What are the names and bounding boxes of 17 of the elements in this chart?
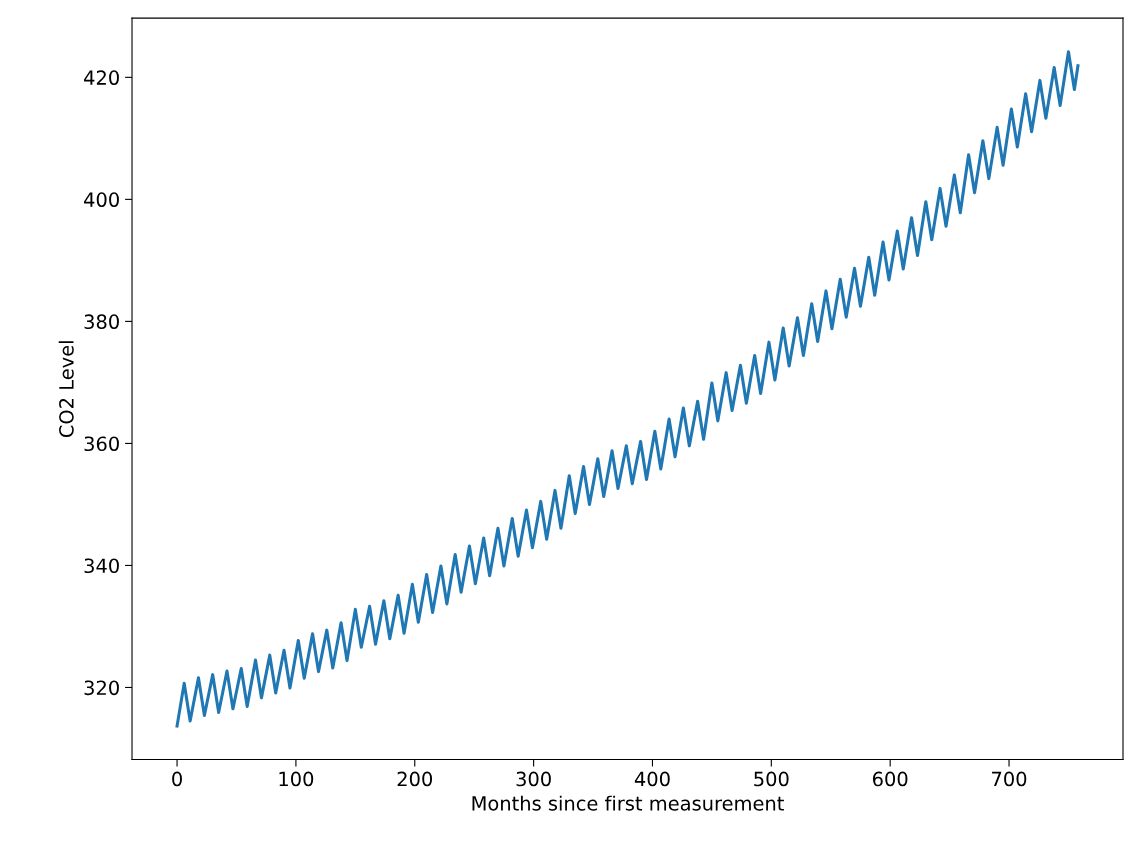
- x-tick-label: 200: [397, 771, 433, 787]
- x-tick-label: 700: [992, 771, 1027, 787]
- y-tick-label: 320: [84, 680, 119, 696]
- y-tick-label: 360: [84, 436, 119, 452]
- y-tick-label: 420: [84, 70, 119, 86]
- x-axis-title: Months since first measurement: [472, 795, 784, 811]
- y-tick-label: 400: [84, 192, 119, 208]
- x-tick-label: 500: [754, 771, 789, 787]
- y-axis-title: CO2 Level: [58, 341, 74, 438]
- x-tick-label: 100: [279, 771, 314, 787]
- x-tick-label: 600: [872, 771, 908, 787]
- line-series: [175, 50, 1080, 728]
- y-tick-label: 340: [84, 558, 119, 574]
- x-tick-label: 400: [634, 771, 670, 787]
- x-tick-label: 300: [516, 771, 551, 787]
- x-tick-label: 0: [172, 771, 182, 787]
- y-tick-label: 380: [84, 314, 119, 330]
